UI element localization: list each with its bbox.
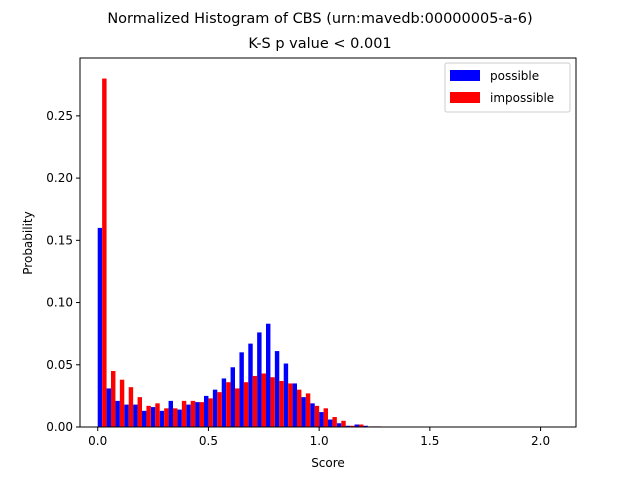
bar-possible-0: [97, 227, 103, 427]
bar-impossible-3: [128, 387, 134, 427]
bar-impossible-12: [208, 398, 213, 427]
y-tick-label: 0.25: [46, 109, 73, 123]
bar-impossible-8: [173, 408, 178, 427]
bar-impossible-21: [288, 383, 293, 427]
legend-label-impossible: impossible: [490, 91, 554, 105]
bar-impossible-7: [164, 408, 169, 427]
bar-possible-9: [177, 409, 182, 427]
bar-impossible-9: [181, 400, 187, 427]
bar-impossible-14: [226, 382, 231, 427]
y-tick-label: 0.00: [46, 420, 73, 434]
chart-title: Normalized Histogram of CBS (urn:mavedb:…: [107, 11, 532, 27]
legend-swatch-impossible: [450, 92, 480, 103]
bar-possible-22: [292, 383, 297, 427]
bar-impossible-5: [146, 405, 151, 427]
bar-impossible-0: [102, 78, 107, 427]
chart-subtitle: K-S p value < 0.001: [248, 36, 391, 52]
bar-impossible-1: [111, 371, 116, 427]
bar-impossible-22: [297, 389, 302, 427]
bar-impossible-4: [137, 397, 142, 427]
x-axis-label: Score: [311, 456, 345, 470]
y-axis-label: Probability: [21, 211, 35, 274]
legend-label-possible: possible: [490, 69, 539, 83]
legend: possible impossible: [444, 62, 571, 113]
x-tick-label: 1.5: [420, 434, 439, 448]
x-tick-label: 1.0: [310, 434, 329, 448]
x-tick-label: 0.0: [88, 434, 107, 448]
bar-possible-12: [204, 395, 209, 427]
series-possible-bars: [97, 227, 377, 427]
bar-impossible-24: [314, 405, 320, 427]
y-tick-label: 0.20: [46, 171, 73, 185]
y-axis-ticks: 0.00 0.05 0.10 0.15 0.20 0.25: [46, 109, 80, 434]
bar-possible-8: [168, 400, 173, 427]
bar-possible-25: [319, 412, 324, 427]
bar-impossible-27: [341, 420, 346, 427]
bar-impossible-19: [270, 377, 275, 427]
x-tick-label: 2.0: [531, 434, 550, 448]
bar-possible-21: [283, 363, 289, 427]
x-tick-label: 0.5: [199, 434, 218, 448]
bar-possible-13: [212, 389, 218, 427]
bar-impossible-18: [261, 373, 266, 427]
bar-possible-23: [301, 397, 306, 427]
bar-possible-19: [266, 323, 271, 427]
bar-possible-7: [159, 410, 165, 427]
plot-frame: [79, 57, 577, 428]
bar-possible-5: [142, 410, 147, 427]
bar-possible-6: [150, 407, 156, 427]
bar-possible-28: [345, 425, 351, 427]
bar-impossible-17: [252, 375, 258, 427]
bar-possible-30: [363, 425, 368, 427]
bar-possible-1: [106, 388, 111, 427]
bar-possible-20: [274, 351, 280, 427]
bar-impossible-26: [332, 417, 337, 427]
legend-swatch-possible: [450, 70, 480, 81]
bar-impossible-29: [359, 424, 364, 427]
bar-impossible-6: [155, 403, 160, 427]
y-tick-label: 0.15: [46, 233, 73, 247]
bar-impossible-25: [323, 408, 328, 427]
x-axis-ticks: 0.0 0.5 1.0 1.5 2.0: [88, 427, 550, 448]
bar-possible-27: [336, 423, 342, 427]
bar-possible-29: [354, 424, 359, 427]
bar-possible-18: [257, 332, 262, 427]
bar-possible-4: [133, 404, 138, 427]
bar-impossible-13: [217, 392, 222, 427]
bar-impossible-10: [190, 400, 196, 427]
bar-possible-11: [195, 402, 200, 427]
bar-possible-3: [124, 404, 129, 427]
bar-possible-2: [115, 400, 120, 427]
bar-possible-26: [328, 419, 333, 427]
bar-possible-24: [310, 403, 315, 427]
bar-possible-15: [230, 367, 235, 427]
bar-impossible-2: [119, 379, 125, 427]
y-tick-label: 0.10: [46, 296, 73, 310]
series-impossible-bars: [102, 78, 382, 427]
bar-possible-16: [239, 352, 244, 427]
bar-possible-10: [186, 404, 191, 427]
bar-impossible-23: [305, 393, 311, 427]
bar-impossible-28: [350, 425, 355, 427]
bar-possible-17: [248, 343, 253, 427]
bar-possible-14: [221, 378, 227, 427]
bar-impossible-15: [235, 388, 240, 427]
bar-impossible-11: [199, 402, 204, 427]
bar-impossible-16: [243, 382, 249, 427]
y-tick-label: 0.05: [46, 358, 73, 372]
bar-impossible-20: [279, 380, 284, 427]
